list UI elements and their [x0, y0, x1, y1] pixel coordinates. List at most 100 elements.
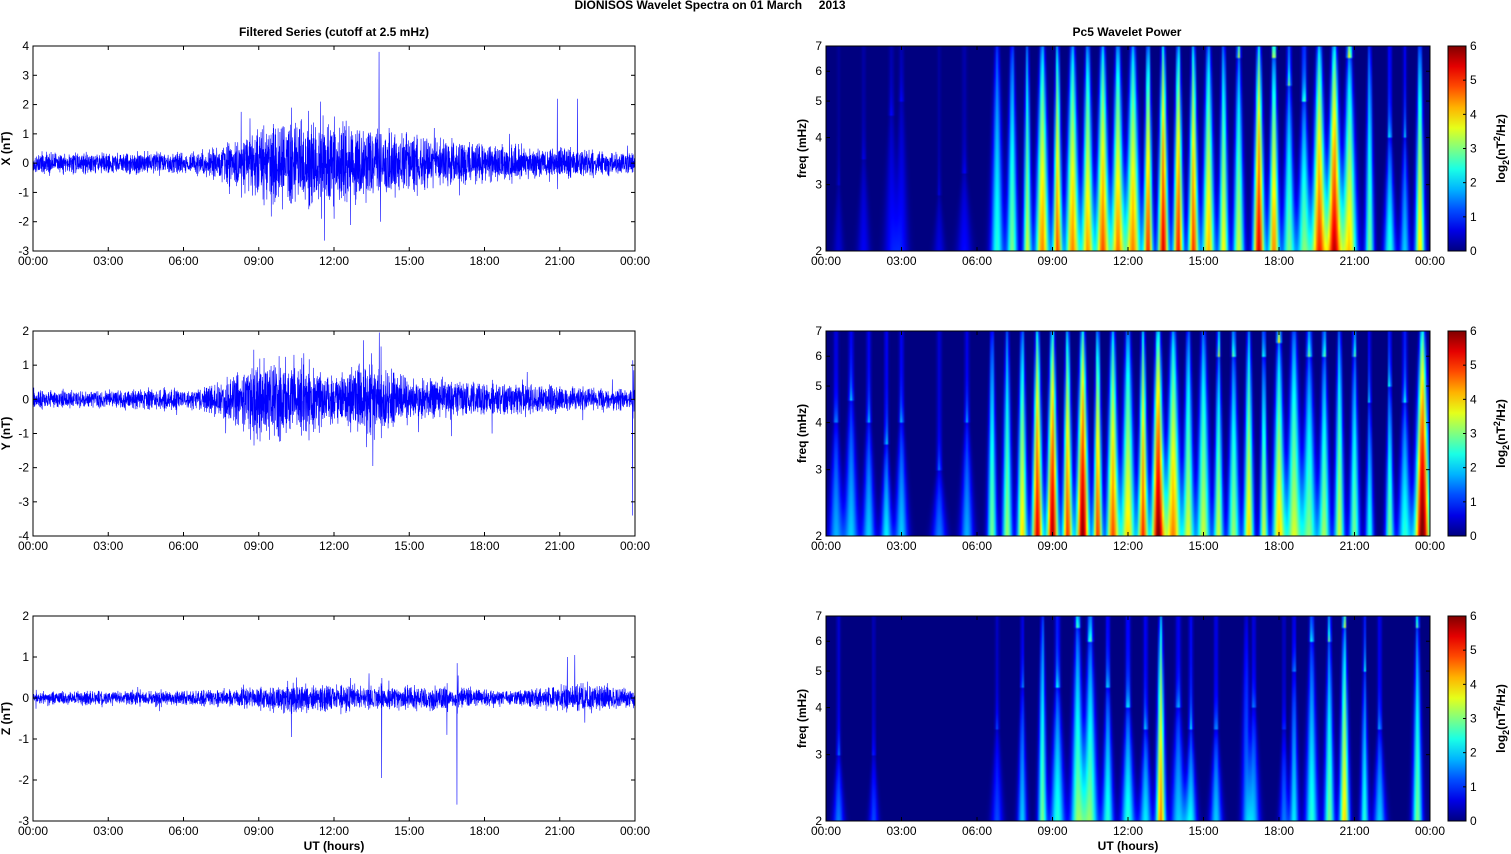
y-series-y-tick-label: 1 — [22, 358, 29, 372]
colorbar-label-part: (nT — [1494, 426, 1508, 445]
y-series-y-tick-label: -2 — [18, 461, 29, 475]
panels: -3 -2 -1 0 1 2 3 4 00:00 03:00 06:00 09:00 12:00 15:0… — [0, 39, 1511, 853]
y-series-x-tick-label: 12:00 — [319, 539, 349, 553]
z-series-x-tick-label: 18:00 — [469, 824, 499, 838]
y-wavelet-colorbar-tick-label: 4 — [1470, 392, 1477, 406]
y-series-line — [33, 332, 635, 516]
y-wavelet-y-tick-label: 6 — [815, 349, 822, 363]
y-wavelet-x-tick-label: 03:00 — [886, 539, 916, 553]
z-series-x-tick-label: 00:00 — [18, 824, 48, 838]
z-wavelet-panel: 2 3 4 5 6 7 00:00 03:00 06:00 09:00 12:00 15:00 18:0… — [795, 609, 1511, 853]
y-wavelet-x-tick-label: 09:00 — [1037, 539, 1067, 553]
x-wavelet-colorbar-tick-label: 0 — [1470, 244, 1477, 258]
y-wavelet-colorbar-tick-label: 2 — [1470, 461, 1477, 475]
colorbar-label-part: 2 — [1492, 136, 1502, 141]
x-wavelet-x-tick-label: 09:00 — [1037, 254, 1067, 268]
y-wavelet-x-tick-label: 12:00 — [1113, 539, 1143, 553]
y-wavelet-x-tick-label: 00:00 — [811, 539, 841, 553]
z-series-x-tick-label: 12:00 — [319, 824, 349, 838]
figure-suptitle: DIONISOS Wavelet Spectra on 01 March 201… — [575, 0, 846, 12]
x-series-panel: -3 -2 -1 0 1 2 3 4 00:00 03:00 06:00 09:00 12:00 15:0… — [0, 39, 650, 268]
colorbar-label-part: log — [1494, 735, 1508, 753]
y-wavelet-colorbar-label: log2(nT2/Hz) — [1492, 399, 1511, 468]
z-series-y-tick-label: 1 — [22, 650, 29, 664]
z-series-panel: -3 -2 -1 0 1 2 00:00 03:00 06:00 09:00 12:00 15:00 1… — [0, 609, 650, 853]
y-series-y-tick-label: -1 — [18, 427, 29, 441]
z-series-x-tick-label: 21:00 — [545, 824, 575, 838]
y-series-y-tick-label: 2 — [22, 324, 29, 338]
colorbar-label-part: log — [1494, 165, 1508, 183]
y-wavelet-colorbar-tick-label: 1 — [1470, 495, 1477, 509]
y-series-x-tick-label: 09:00 — [244, 539, 274, 553]
z-wavelet-x-tick-label: 18:00 — [1264, 824, 1294, 838]
x-series-y-tick-label: -3 — [18, 244, 29, 258]
colorbar-label-part: (nT — [1494, 141, 1508, 160]
x-wavelet-y-tick-label: 6 — [815, 64, 822, 78]
x-wavelet-x-tick-label: 03:00 — [886, 254, 916, 268]
z-wavelet-x-tick-label: 06:00 — [962, 824, 992, 838]
x-wavelet-x-tick-label: 00:00 — [811, 254, 841, 268]
z-series-x-tick-label: 15:00 — [394, 824, 424, 838]
y-wavelet-heatmap-image — [826, 331, 1430, 536]
z-series-x-tick-label: 09:00 — [244, 824, 274, 838]
colorbar-label-part: /Hz) — [1494, 399, 1508, 421]
x-series-y-tick-label: 1 — [22, 127, 29, 141]
z-wavelet-y-tick-label: 4 — [815, 701, 822, 715]
y-wavelet-x-tick-label: 15:00 — [1188, 539, 1218, 553]
z-wavelet-y-axis-label: freq (mHz) — [795, 689, 809, 748]
x-series-y-tick-label: -2 — [18, 215, 29, 229]
y-wavelet-y-tick-label: 2 — [815, 529, 822, 543]
z-series-axes — [32, 615, 636, 822]
x-wavelet-y-tick-label: 5 — [815, 94, 822, 108]
colorbar-label-part: log — [1494, 450, 1508, 468]
z-series-y-axis-label: Z (nT) — [0, 702, 13, 735]
z-series-x-axis-label: UT (hours) — [304, 839, 365, 853]
y-series-y-axis-label: Y (nT) — [0, 417, 13, 451]
z-wavelet-y-tick-label: 5 — [815, 664, 822, 678]
x-series-x-tick-label: 00:00 — [620, 254, 650, 268]
x-series-y-tick-label: -1 — [18, 185, 29, 199]
x-wavelet-y-tick-label: 3 — [815, 178, 822, 192]
z-wavelet-x-tick-label: 15:00 — [1188, 824, 1218, 838]
colorbar-label-part: 2 — [1501, 730, 1511, 735]
y-series-y-tick-label: -4 — [18, 529, 29, 543]
x-series-x-tick-label: 03:00 — [93, 254, 123, 268]
z-wavelet-x-tick-label: 03:00 — [886, 824, 916, 838]
z-wavelet-colorbar-tick-label: 3 — [1470, 712, 1477, 726]
y-series-x-tick-label: 06:00 — [168, 539, 198, 553]
z-wavelet-colorbar-label: log2(nT2/Hz) — [1492, 684, 1511, 753]
left-column-title: Filtered Series (cutoff at 2.5 mHz) — [239, 25, 429, 39]
y-series-x-tick-label: 15:00 — [394, 539, 424, 553]
x-wavelet-y-tick-label: 4 — [815, 131, 822, 145]
y-wavelet-colorbar-tick-label: 3 — [1470, 427, 1477, 441]
x-wavelet-y-tick-label: 2 — [815, 244, 822, 258]
x-series-y-axis-label: X (nT) — [0, 132, 13, 166]
y-series-y-tick-label: 0 — [22, 392, 29, 406]
x-wavelet-colorbar-tick-label: 3 — [1470, 142, 1477, 156]
z-series-y-tick-label: -3 — [18, 814, 29, 828]
z-wavelet-x-tick-label: 12:00 — [1113, 824, 1143, 838]
z-series-x-tick-label: 06:00 — [168, 824, 198, 838]
x-series-y-tick-label: 3 — [22, 68, 29, 82]
y-wavelet-y-tick-label: 4 — [815, 416, 822, 430]
z-series-line — [33, 654, 635, 805]
x-wavelet-x-tick-label: 12:00 — [1113, 254, 1143, 268]
x-wavelet-x-tick-label: 18:00 — [1264, 254, 1294, 268]
z-wavelet-colorbar-tick-label: 6 — [1470, 609, 1477, 623]
y-series-x-tick-label: 03:00 — [93, 539, 123, 553]
colorbar-label-part: 2 — [1501, 445, 1511, 450]
z-series-y-tick-label: 0 — [22, 691, 29, 705]
y-series-x-tick-label: 00:00 — [620, 539, 650, 553]
z-series-y-tick-label: -2 — [18, 773, 29, 787]
x-wavelet-colorbar-tick-label: 1 — [1470, 210, 1477, 224]
y-wavelet-colorbar-tick-label: 6 — [1470, 324, 1477, 338]
z-wavelet-x-tick-label: 09:00 — [1037, 824, 1067, 838]
z-wavelet-colorbar-tick-label: 2 — [1470, 746, 1477, 760]
x-series-x-tick-label: 12:00 — [319, 254, 349, 268]
z-wavelet-y-tick-label: 6 — [815, 634, 822, 648]
x-series-x-tick-label: 15:00 — [394, 254, 424, 268]
colorbar-label-part: 2 — [1492, 421, 1502, 426]
x-wavelet-colorbar-label: log2(nT2/Hz) — [1492, 114, 1511, 183]
y-series-x-tick-label: 18:00 — [469, 539, 499, 553]
